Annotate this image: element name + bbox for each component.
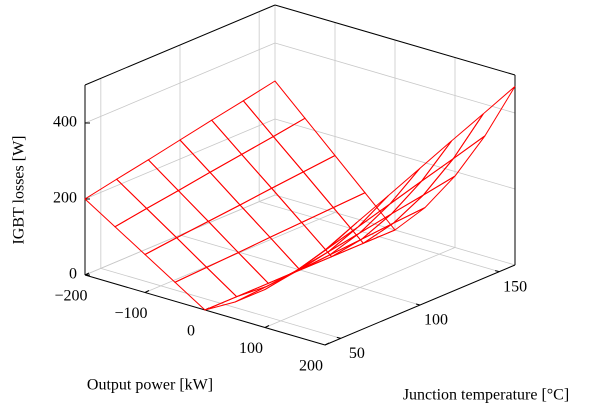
surface-cell [144, 237, 208, 283]
z-tick-label: 0 [69, 266, 77, 283]
x-tick-label: −100 [114, 305, 147, 322]
surface-cell [115, 159, 180, 210]
surface-cell [422, 135, 486, 196]
x-axis-title: Output power [kW] [87, 377, 213, 394]
surface-cell [175, 220, 240, 268]
z-tick-label: 400 [53, 114, 77, 131]
surface-cell [210, 100, 275, 156]
y-tick-label: 100 [424, 312, 448, 329]
surface-cell [272, 117, 336, 173]
tick-mark [495, 270, 500, 273]
tick-mark [415, 303, 421, 306]
y-axis-title: Junction temperature [°C] [403, 387, 569, 404]
surface-cell [240, 135, 305, 189]
tick-mark [264, 325, 270, 328]
z-tick-label: 200 [53, 190, 77, 207]
tick-mark [84, 272, 90, 276]
tick-mark [324, 342, 330, 346]
axis-line [84, 4, 276, 86]
surface-cell [207, 204, 271, 254]
x-tick-label: 100 [239, 340, 263, 357]
x-tick-label: −200 [54, 288, 87, 305]
surface-cell [302, 154, 366, 209]
surface-cell [114, 207, 178, 256]
tick-mark [144, 290, 150, 293]
x-tick-label: 200 [299, 358, 323, 375]
surface-cell [239, 187, 303, 238]
surface-cell [147, 139, 211, 192]
surface-cell [391, 158, 454, 215]
y-tick-label: 150 [503, 278, 527, 295]
surface-cell [209, 153, 273, 206]
z-axis-title: IGBT losses [W] [11, 135, 28, 244]
surface-cell [145, 189, 210, 239]
axis-line [274, 4, 516, 76]
surface-cell [452, 86, 516, 160]
y-tick-label: 50 [349, 345, 365, 362]
tick-mark [336, 336, 341, 339]
x-tick-label: 0 [187, 323, 195, 340]
